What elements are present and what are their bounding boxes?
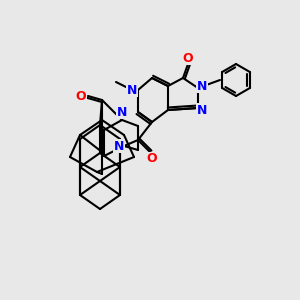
Text: N: N [117, 106, 127, 118]
Text: O: O [76, 89, 86, 103]
Text: N: N [127, 83, 137, 97]
Text: N: N [197, 103, 207, 116]
Text: N: N [197, 80, 207, 92]
Text: O: O [147, 152, 157, 166]
Text: O: O [183, 52, 193, 64]
Text: N: N [114, 140, 124, 152]
